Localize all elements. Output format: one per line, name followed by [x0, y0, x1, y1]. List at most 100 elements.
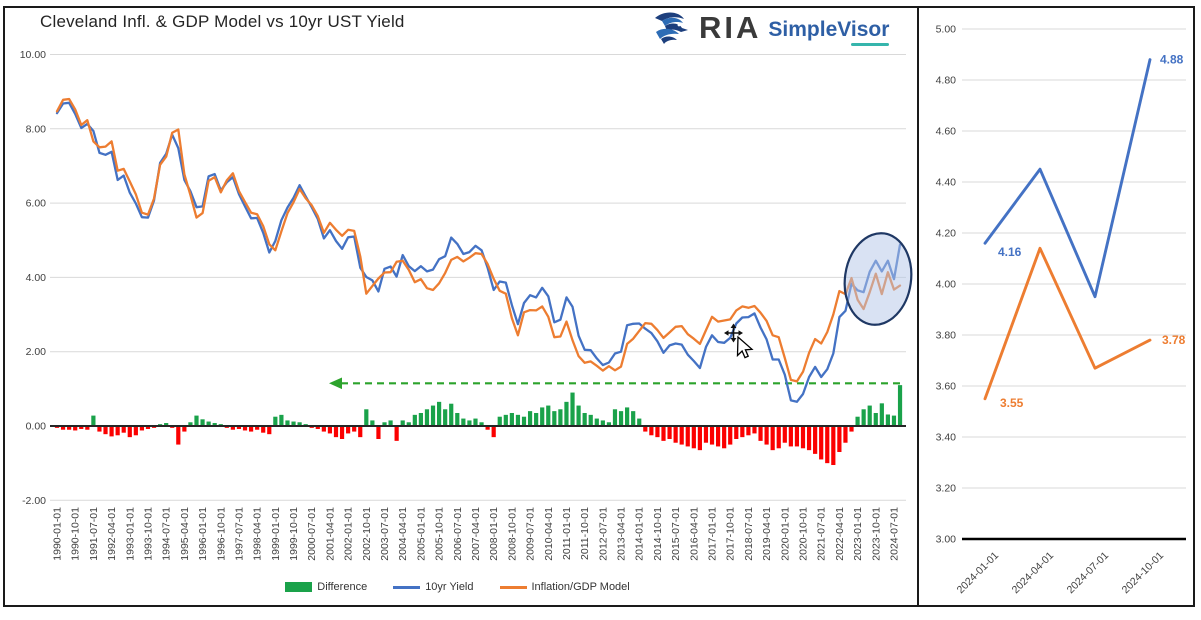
difference-bar [582, 412, 587, 426]
main-x-tick-label: 2002-10-01 [361, 507, 373, 561]
difference-bar [297, 422, 302, 426]
difference-bar [873, 412, 878, 426]
difference-bar [661, 426, 666, 441]
difference-bar [109, 426, 114, 437]
chart-legend: Difference 10yr Yield Inflation/GDP Mode… [4, 581, 911, 593]
difference-bar [91, 415, 96, 426]
move-cross-icon [726, 326, 741, 340]
difference-bar [600, 420, 605, 426]
difference-bar [358, 426, 363, 438]
value-label-last-model: 3.78 [1162, 333, 1186, 347]
legend-item-difference: Difference [285, 581, 367, 593]
difference-bar [891, 415, 897, 426]
brand-simplevisor-text: SimpleVisor [768, 18, 890, 46]
difference-bar [885, 414, 891, 426]
right-y-tick-label: 3.60 [936, 381, 957, 393]
difference-bar [861, 409, 866, 426]
difference-bar [461, 418, 466, 426]
difference-bar [139, 426, 145, 431]
difference-bar [819, 426, 824, 460]
difference-bar [248, 426, 254, 432]
main-y-tick-label: 10.00 [20, 49, 46, 61]
difference-bar [715, 426, 721, 447]
main-x-tick-label: 2023-10-01 [870, 507, 882, 561]
difference-bar [455, 412, 460, 426]
main-x-tick-label: 2008-10-01 [506, 507, 518, 561]
difference-bar [776, 426, 781, 449]
difference-bar [643, 426, 648, 432]
difference-bar [552, 411, 557, 426]
main-y-tick-label: 0.00 [26, 421, 47, 433]
main-x-tick-label: 2017-01-01 [707, 507, 719, 561]
main-x-tick-label: 1997-07-01 [233, 507, 245, 561]
difference-bar [164, 423, 169, 426]
difference-bar [85, 426, 90, 430]
difference-bar [770, 426, 775, 451]
legend-label: Difference [317, 581, 368, 593]
main-x-tick-label: 2016-04-01 [688, 507, 700, 561]
main-x-tick-label: 2005-10-01 [434, 507, 446, 561]
difference-bar [261, 426, 266, 433]
main-x-tick-label: 1995-04-01 [179, 507, 191, 561]
difference-bar [97, 426, 102, 432]
brand-underline [851, 43, 890, 46]
difference-bar [194, 415, 199, 426]
difference-bar [315, 426, 320, 429]
brand-logo: RIA SimpleVisor [652, 8, 890, 48]
main-x-tick-label: 2014-01-01 [634, 507, 646, 561]
difference-bar [631, 411, 636, 426]
value-label-last-yield: 4.88 [1160, 53, 1184, 67]
difference-bar [788, 426, 793, 447]
right-y-tick-label: 4.00 [936, 279, 957, 291]
model-line [55, 97, 902, 383]
difference-bar [697, 426, 702, 451]
difference-bar [691, 426, 696, 449]
difference-swatch-icon [285, 582, 313, 592]
difference-bar [746, 426, 751, 436]
right-y-tick-label: 3.80 [936, 330, 957, 342]
difference-bar [534, 412, 539, 426]
difference-bar [145, 426, 151, 429]
main-y-tick-label: 2.00 [26, 346, 47, 358]
main-x-tick-label: 1996-10-01 [215, 507, 227, 561]
main-x-tick-label: 1993-10-01 [142, 507, 154, 561]
main-x-tick-label: 2002-01-01 [343, 507, 355, 561]
main-x-tick-label: 1990-01-01 [52, 507, 64, 561]
highlight-ellipse [843, 232, 913, 326]
difference-bar [382, 422, 387, 426]
right-y-tick-label: 3.00 [936, 534, 957, 546]
difference-bar [103, 426, 108, 435]
difference-bar [188, 422, 193, 426]
move-cross-icon [738, 330, 743, 336]
difference-bar [546, 405, 551, 426]
difference-bar [618, 411, 624, 426]
difference-bar [849, 426, 854, 432]
legend-item-10yr-yield: 10yr Yield [393, 581, 474, 593]
main-x-tick-label: 2008-01-01 [488, 507, 500, 561]
difference-bar [121, 426, 126, 433]
difference-bar [449, 403, 454, 426]
difference-bar [206, 421, 211, 426]
difference-bar [67, 426, 72, 430]
main-x-tick-label: 2001-04-01 [324, 507, 336, 561]
difference-bar [679, 426, 684, 445]
main-y-tick-label: 4.00 [26, 272, 47, 284]
difference-bar [588, 414, 593, 426]
difference-bar [200, 419, 205, 426]
yield-swatch-icon [393, 585, 421, 589]
difference-bar [267, 426, 272, 435]
outer-frame [3, 6, 1195, 607]
difference-bar [176, 426, 181, 445]
main-x-tick-label: 1998-04-01 [252, 507, 264, 561]
difference-bar [576, 405, 581, 426]
difference-bar [346, 426, 351, 434]
main-x-tick-label: 2003-07-01 [379, 507, 391, 561]
main-x-tick-label: 2023-01-01 [852, 507, 864, 561]
difference-bar [703, 426, 709, 443]
right-y-tick-label: 3.40 [936, 432, 957, 444]
difference-bar [625, 407, 630, 426]
main-x-tick-label: 1990-10-01 [70, 507, 82, 561]
difference-bar [327, 426, 333, 434]
